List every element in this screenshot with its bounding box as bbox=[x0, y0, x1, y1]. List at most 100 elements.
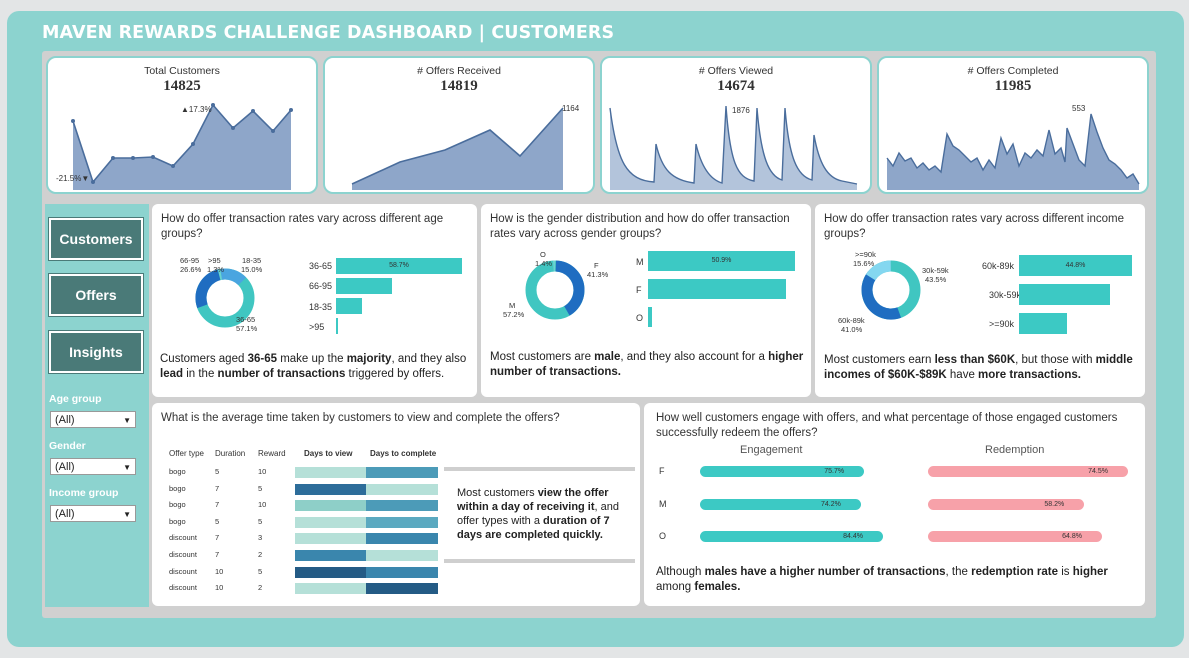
kpi-high-label: ▲17.3% bbox=[181, 105, 212, 114]
row-days-to-complete-cell bbox=[366, 550, 438, 561]
bar-value-label: 44.8% bbox=[1065, 262, 1086, 269]
kpi-card-offers-completed: # Offers Completed 11985 553 bbox=[877, 56, 1149, 194]
income-bar bbox=[1019, 313, 1067, 334]
bar-value-label: 58.2% bbox=[1044, 501, 1065, 508]
row-days-to-view-cell bbox=[295, 566, 366, 578]
row-days-to-complete-cell bbox=[366, 516, 438, 528]
income-question: How do offer transaction rates vary acro… bbox=[824, 213, 1124, 240]
kpi-title: # Offers Viewed bbox=[698, 65, 774, 77]
filter-label-age: Age group bbox=[49, 393, 102, 405]
row-reward: 10 bbox=[258, 500, 267, 510]
row-days-to-view-cell bbox=[295, 500, 366, 512]
gender-bar bbox=[648, 307, 652, 327]
bar-value-label: 50.9% bbox=[711, 257, 732, 264]
dashboard-title: MAVEN REWARDS CHALLENGE DASHBOARD | CUST… bbox=[42, 23, 615, 43]
donut-label-pct: 57.2% bbox=[503, 310, 525, 319]
income-group-select[interactable]: (All) ▼ bbox=[50, 505, 136, 522]
donut-label-name: 60k-89k bbox=[838, 316, 865, 325]
row-offer-type: discount bbox=[169, 566, 197, 576]
nav-offers-button[interactable]: Offers bbox=[48, 273, 144, 317]
income-bar bbox=[1019, 284, 1110, 305]
row-duration: 7 bbox=[215, 550, 220, 559]
offers-viewed-line bbox=[609, 105, 858, 185]
row-days-to-complete-cell bbox=[366, 566, 438, 578]
row-offer-type: discount bbox=[169, 583, 197, 593]
age-bar-label: 36-65 bbox=[309, 261, 333, 271]
age-bar bbox=[336, 278, 392, 294]
row-duration: 5 bbox=[215, 516, 220, 526]
timing-panel: What is the average time taken by custom… bbox=[152, 403, 640, 606]
row-duration: 10 bbox=[215, 583, 224, 593]
offers-completed-trend-chart: 553 bbox=[886, 104, 1140, 190]
income-bar-label: 30k-59k bbox=[989, 290, 1022, 300]
bar-value-label: 74.2% bbox=[821, 501, 841, 508]
row-reward: 5 bbox=[258, 566, 263, 576]
kpi-value: 14825 bbox=[163, 78, 201, 94]
row-days-to-view-cell bbox=[295, 533, 366, 545]
header-offer-type: Offer type bbox=[169, 449, 204, 458]
row-duration: 7 bbox=[215, 533, 220, 543]
engagement-question: How well customers engage with offers, a… bbox=[656, 412, 1118, 439]
redemption-header: Redemption bbox=[985, 444, 1045, 456]
offers-received-trend-chart: 1164 bbox=[351, 104, 580, 190]
bar-value-label: 74.5% bbox=[1088, 468, 1108, 475]
donut-label-name: O bbox=[540, 250, 546, 259]
age-bar-label: >95 bbox=[309, 322, 325, 332]
row-days-to-view-cell bbox=[295, 467, 366, 478]
row-reward: 5 bbox=[258, 483, 263, 493]
age-group-select[interactable]: (All) ▼ bbox=[50, 411, 136, 428]
offers-received-line bbox=[351, 107, 564, 185]
row-offer-type: discount bbox=[169, 550, 197, 559]
select-value: (All) bbox=[55, 508, 75, 520]
donut-label-pct: 41.3% bbox=[587, 270, 609, 279]
engagement-header: Engagement bbox=[740, 444, 803, 456]
timing-question: What is the average time taken by custom… bbox=[161, 412, 560, 424]
row-reward: 2 bbox=[258, 550, 263, 559]
redemption-bar: 58.2% bbox=[928, 499, 1085, 510]
age-donut-over-95 bbox=[195, 268, 255, 328]
row-days-to-view-cell bbox=[295, 483, 366, 495]
donut-label-pct: 57.1% bbox=[236, 324, 258, 333]
kpi-card-offers-viewed: # Offers Viewed 14674 1876 bbox=[600, 56, 872, 194]
donut-label-pct: 15.0% bbox=[241, 265, 263, 274]
kpi-card-offers-received: # Offers Received 14819 1164 bbox=[323, 56, 595, 194]
kpi-peak-label: 553 bbox=[1072, 104, 1086, 113]
donut-label-name: >95 bbox=[208, 256, 221, 265]
offers-completed-line bbox=[886, 113, 1140, 185]
bar-value-label: 75.7% bbox=[824, 468, 845, 475]
row-days-to-view-cell bbox=[295, 550, 366, 561]
engagement-insight: Although males have a higher number of t… bbox=[656, 566, 1108, 593]
engagement-bar: 84.4% bbox=[700, 531, 883, 542]
total-customers-points bbox=[71, 103, 293, 184]
bar-value-label: 84.4% bbox=[843, 533, 863, 540]
gender-select[interactable]: (All) ▼ bbox=[50, 458, 136, 475]
gender-insight: Most customers are male, and they also a… bbox=[490, 351, 804, 378]
engagement-row-label: F bbox=[659, 466, 665, 476]
kpi-low-label: -21.5%▼ bbox=[56, 174, 89, 183]
age-bar-label: 66-95 bbox=[309, 281, 333, 291]
nav-customers-button[interactable]: Customers bbox=[48, 217, 144, 261]
total-customers-trend-chart: ▲17.3% -21.5%▼ bbox=[56, 103, 293, 190]
offers-viewed-area bbox=[610, 106, 857, 190]
nav-insights-button[interactable]: Insights bbox=[48, 330, 144, 374]
gender-bar: 50.9% bbox=[648, 251, 795, 271]
row-reward: 3 bbox=[258, 533, 263, 543]
select-value: (All) bbox=[55, 461, 75, 473]
header-reward: Reward bbox=[258, 449, 286, 458]
row-duration: 7 bbox=[215, 500, 220, 510]
kpi-title: # Offers Received bbox=[417, 65, 501, 77]
offers-received-area bbox=[352, 108, 563, 190]
donut-label-pct: 15.6% bbox=[853, 259, 875, 268]
row-days-to-view-cell bbox=[295, 583, 366, 595]
chevron-down-icon: ▼ bbox=[123, 510, 131, 519]
offers-completed-area bbox=[887, 114, 1139, 190]
kpi-value: 14819 bbox=[440, 78, 478, 94]
sidebar: Customers Offers Insights Age group (All… bbox=[45, 204, 149, 607]
row-days-to-view-cell bbox=[295, 516, 366, 528]
donut-label-pct: 1.3% bbox=[207, 265, 224, 274]
donut-label-name: 30k-59k bbox=[922, 266, 949, 275]
kpi-value: 11985 bbox=[994, 78, 1032, 94]
row-duration: 7 bbox=[215, 483, 220, 493]
income-bar-label: >=90k bbox=[989, 319, 1015, 329]
gender-bar bbox=[648, 279, 787, 299]
